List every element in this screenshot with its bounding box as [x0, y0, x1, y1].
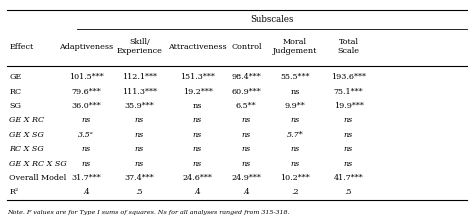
Text: RC X SG: RC X SG	[9, 145, 44, 153]
Text: ns: ns	[242, 116, 251, 124]
Text: Skill/
Experience: Skill/ Experience	[117, 38, 163, 55]
Text: ns: ns	[193, 160, 202, 168]
Text: 31.7***: 31.7***	[71, 174, 101, 182]
Text: .5: .5	[345, 189, 352, 197]
Text: GE: GE	[9, 73, 22, 81]
Text: 111.3***: 111.3***	[122, 88, 157, 96]
Text: 41.7***: 41.7***	[334, 174, 364, 182]
Text: ns: ns	[291, 145, 300, 153]
Text: ns: ns	[344, 145, 353, 153]
Text: ns: ns	[344, 160, 353, 168]
Text: ns: ns	[193, 102, 202, 110]
Text: Note. F values are for Type I sums of squares. Ns for all analyses ranged from 3: Note. F values are for Type I sums of sq…	[7, 210, 290, 215]
Text: 24.6***: 24.6***	[182, 174, 212, 182]
Text: 60.9***: 60.9***	[231, 88, 261, 96]
Text: 19.9***: 19.9***	[334, 102, 364, 110]
Text: 151.3***: 151.3***	[180, 73, 215, 81]
Text: ns: ns	[242, 160, 251, 168]
Text: 24.9***: 24.9***	[231, 174, 261, 182]
Text: .5: .5	[136, 189, 143, 197]
Text: 98.4***: 98.4***	[231, 73, 261, 81]
Text: ns: ns	[193, 145, 202, 153]
Text: GE X RC: GE X RC	[9, 116, 45, 124]
Text: Control: Control	[231, 43, 262, 51]
Text: .4: .4	[82, 189, 90, 197]
Text: GE X RC X SG: GE X RC X SG	[9, 160, 67, 168]
Text: SG: SG	[9, 102, 21, 110]
Text: 75.1***: 75.1***	[334, 88, 363, 96]
Text: Effect: Effect	[9, 43, 34, 51]
Text: ns: ns	[291, 160, 300, 168]
Text: ns: ns	[242, 145, 251, 153]
Text: 35.9***: 35.9***	[125, 102, 155, 110]
Text: 37.4***: 37.4***	[125, 174, 155, 182]
Text: RC: RC	[9, 88, 21, 96]
Text: ns: ns	[291, 116, 300, 124]
Text: ns: ns	[135, 160, 144, 168]
Text: ns: ns	[344, 116, 353, 124]
Text: .4: .4	[243, 189, 250, 197]
Text: Moral
Judgement: Moral Judgement	[273, 38, 317, 55]
Text: 9.9**: 9.9**	[285, 102, 305, 110]
Text: ns: ns	[82, 160, 91, 168]
Text: ns: ns	[135, 116, 144, 124]
Text: 5.7*: 5.7*	[287, 131, 303, 139]
Text: 193.6***: 193.6***	[331, 73, 366, 81]
Text: 19.2***: 19.2***	[182, 88, 212, 96]
Text: ns: ns	[291, 88, 300, 96]
Text: ns: ns	[193, 131, 202, 139]
Text: ns: ns	[135, 131, 144, 139]
Text: ns: ns	[344, 131, 353, 139]
Text: ns: ns	[135, 145, 144, 153]
Text: ns: ns	[193, 116, 202, 124]
Text: ns: ns	[82, 116, 91, 124]
Text: ns: ns	[242, 131, 251, 139]
Text: 36.0***: 36.0***	[71, 102, 101, 110]
Text: 112.1***: 112.1***	[122, 73, 157, 81]
Text: 55.5***: 55.5***	[280, 73, 310, 81]
Text: 6.5**: 6.5**	[236, 102, 256, 110]
Text: 10.2***: 10.2***	[280, 174, 310, 182]
Text: .4: .4	[194, 189, 201, 197]
Text: 3.5ᵃ: 3.5ᵃ	[78, 131, 94, 139]
Text: Adaptiveness: Adaptiveness	[59, 43, 113, 51]
Text: Overall Model: Overall Model	[9, 174, 67, 182]
Text: GE X SG: GE X SG	[9, 131, 44, 139]
Text: Subscales: Subscales	[250, 15, 293, 24]
Text: 79.6***: 79.6***	[71, 88, 101, 96]
Text: R²: R²	[9, 189, 18, 197]
Text: ns: ns	[82, 145, 91, 153]
Text: .2: .2	[291, 189, 299, 197]
Text: Attractiveness: Attractiveness	[168, 43, 227, 51]
Text: Total
Scale: Total Scale	[337, 38, 359, 55]
Text: 101.5***: 101.5***	[69, 73, 103, 81]
